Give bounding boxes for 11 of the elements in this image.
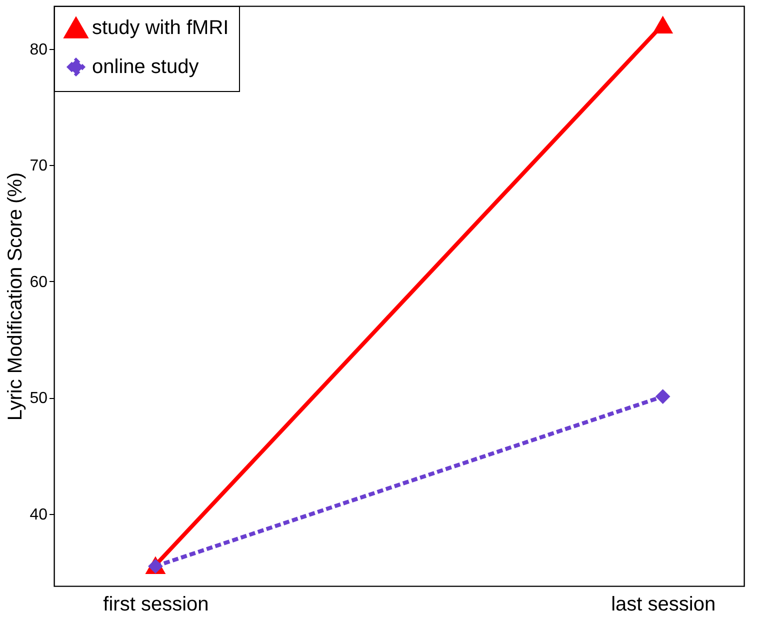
point [655, 389, 670, 404]
y-tick-label: 60 [30, 274, 48, 291]
y-tick-label: 80 [30, 42, 48, 59]
y-tick-label: 70 [30, 158, 48, 175]
y-tick-label: 50 [30, 390, 48, 408]
legend-label: online study [92, 56, 199, 78]
legend-label: study with fMRI [92, 17, 229, 39]
y-axis-title: Lyric Modification Score (%) [4, 172, 27, 421]
y-tick-label: 40 [30, 506, 48, 524]
x-tick-label: first session [103, 594, 209, 616]
x-tick-label: last session [611, 594, 716, 616]
